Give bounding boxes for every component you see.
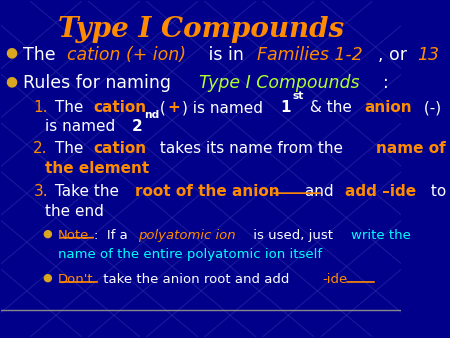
Text: +: + bbox=[167, 100, 180, 115]
Text: name of: name of bbox=[376, 141, 446, 156]
Text: cation: cation bbox=[94, 141, 147, 156]
Text: is used, just: is used, just bbox=[249, 229, 338, 242]
Text: anion: anion bbox=[364, 100, 412, 115]
Text: 2: 2 bbox=[131, 119, 142, 135]
Text: 1: 1 bbox=[280, 100, 290, 115]
Text: take the anion root and add: take the anion root and add bbox=[99, 273, 293, 286]
Text: -ide: -ide bbox=[322, 273, 347, 286]
Text: Rules for naming: Rules for naming bbox=[23, 74, 177, 93]
Text: :  If a: : If a bbox=[94, 229, 132, 242]
Text: cation: cation bbox=[94, 100, 147, 115]
Text: and: and bbox=[301, 184, 339, 199]
Text: The: The bbox=[23, 46, 62, 64]
Text: 1.: 1. bbox=[33, 100, 48, 115]
Text: Don't: Don't bbox=[58, 273, 94, 286]
Text: (: ( bbox=[155, 100, 166, 115]
Text: ●: ● bbox=[42, 273, 52, 283]
Text: name of the entire polyatomic ion itself: name of the entire polyatomic ion itself bbox=[58, 248, 322, 262]
Text: ) is named: ) is named bbox=[182, 100, 267, 115]
Text: The: The bbox=[50, 100, 88, 115]
Text: to: to bbox=[426, 184, 446, 199]
Text: polyatomic ion: polyatomic ion bbox=[138, 229, 235, 242]
Text: (-): (-) bbox=[419, 100, 441, 115]
Text: 3.: 3. bbox=[33, 184, 48, 199]
Text: 13: 13 bbox=[417, 46, 439, 64]
Text: ●: ● bbox=[5, 74, 18, 89]
Text: takes its name from the: takes its name from the bbox=[155, 141, 347, 156]
Text: nd: nd bbox=[144, 110, 159, 120]
Text: & the: & the bbox=[305, 100, 357, 115]
Text: Type I Compounds: Type I Compounds bbox=[199, 74, 360, 93]
Text: root of the anion: root of the anion bbox=[135, 184, 279, 199]
Text: is named: is named bbox=[45, 119, 121, 135]
Text: Note: Note bbox=[58, 229, 90, 242]
Text: write the: write the bbox=[351, 229, 410, 242]
Text: , or: , or bbox=[378, 46, 412, 64]
Text: is in: is in bbox=[203, 46, 250, 64]
Text: :: : bbox=[383, 74, 389, 93]
Text: the end: the end bbox=[45, 204, 104, 219]
Text: ●: ● bbox=[5, 46, 18, 59]
Text: The: The bbox=[50, 141, 88, 156]
Text: Take the: Take the bbox=[50, 184, 124, 199]
Text: ●: ● bbox=[42, 229, 52, 239]
Text: st: st bbox=[292, 91, 303, 101]
Text: 2.: 2. bbox=[33, 141, 48, 156]
Text: the element: the element bbox=[45, 161, 149, 176]
Text: cation (+ ion): cation (+ ion) bbox=[67, 46, 186, 64]
Text: add –ide: add –ide bbox=[345, 184, 416, 199]
Text: Families 1-2: Families 1-2 bbox=[256, 46, 362, 64]
Text: Type I Compounds: Type I Compounds bbox=[58, 17, 344, 44]
